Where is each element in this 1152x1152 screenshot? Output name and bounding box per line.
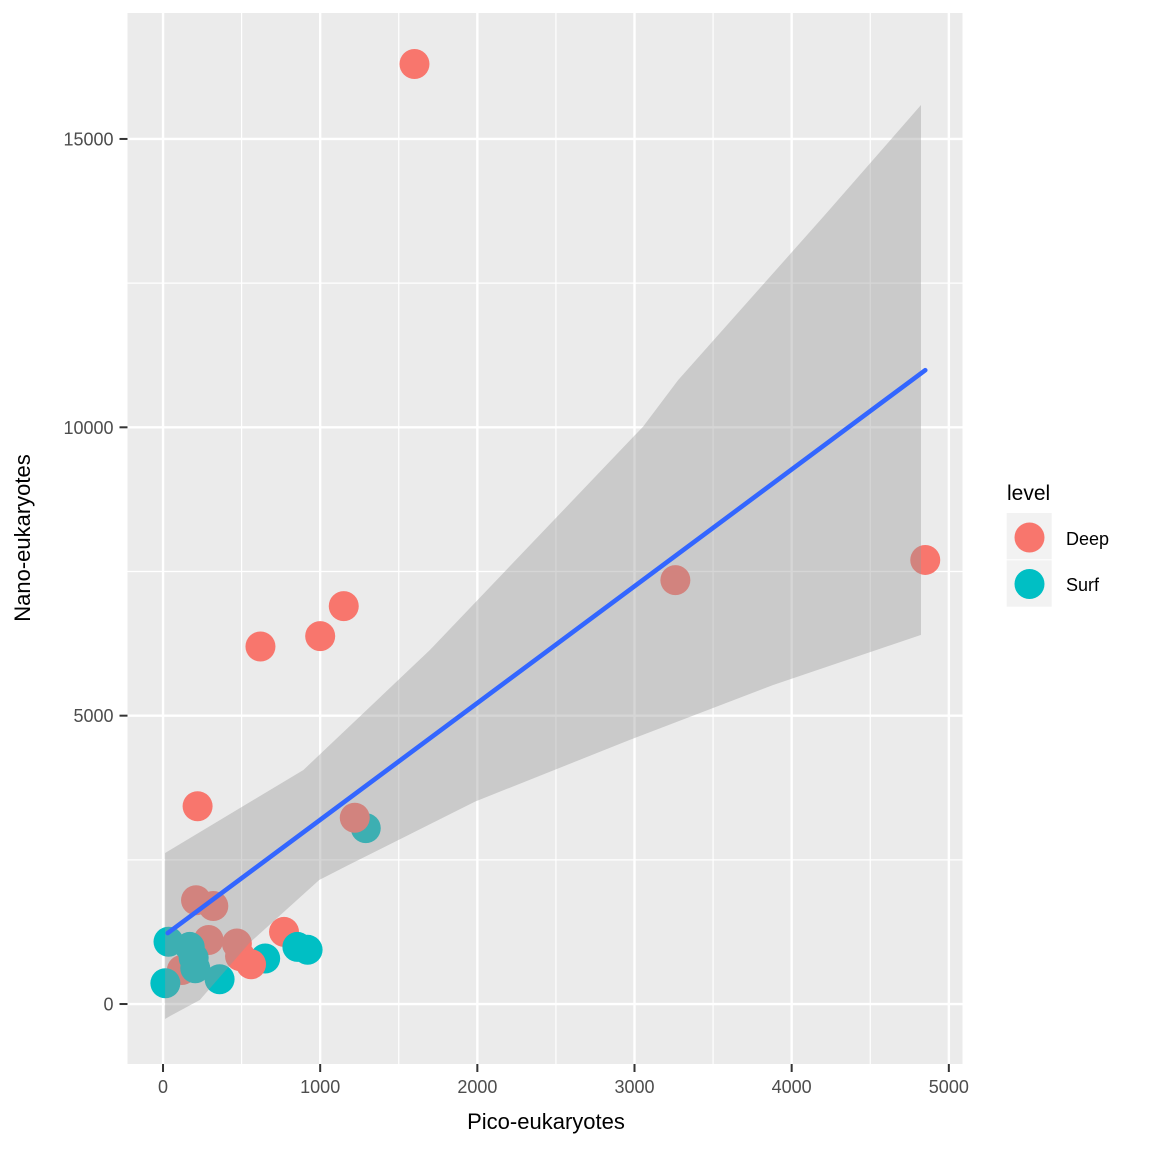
data-point-surf bbox=[204, 964, 235, 995]
data-point-deep bbox=[399, 48, 430, 79]
panel-background bbox=[127, 13, 963, 1064]
data-point-deep bbox=[305, 621, 336, 652]
x-tick-label: 1000 bbox=[300, 1077, 340, 1097]
regression-line bbox=[165, 367, 928, 936]
data-point-deep bbox=[660, 565, 691, 596]
data-point-deep bbox=[339, 802, 370, 833]
major-gridlines bbox=[127, 13, 963, 1064]
legend: level Deep Surf bbox=[1006, 482, 1109, 607]
y-tick-label: 15000 bbox=[63, 129, 113, 149]
y-axis: 0 5000 10000 15000 bbox=[63, 129, 128, 1015]
plot-panel bbox=[127, 13, 963, 1064]
x-axis: 0 1000 2000 3000 4000 5000 bbox=[158, 1064, 969, 1097]
data-point-surf bbox=[292, 934, 323, 965]
confidence-band bbox=[165, 105, 922, 1019]
data-point-deep bbox=[236, 949, 267, 980]
legend-label-deep: Deep bbox=[1066, 529, 1109, 549]
y-tick-label: 0 bbox=[103, 995, 113, 1015]
legend-key-deep-icon bbox=[1014, 522, 1045, 553]
x-axis-title: Pico-eukaryotes bbox=[467, 1109, 625, 1134]
x-tick-label: 2000 bbox=[457, 1077, 497, 1097]
data-point-deep bbox=[910, 544, 941, 575]
data-point-deep bbox=[182, 791, 213, 822]
data-point-deep bbox=[328, 591, 359, 622]
data-point-surf bbox=[150, 968, 181, 999]
y-tick-label: 5000 bbox=[73, 706, 113, 726]
data-point-deep bbox=[245, 631, 276, 662]
regression-line-segment bbox=[165, 367, 928, 936]
legend-title: level bbox=[1007, 482, 1050, 505]
y-axis-title: Nano-eukaryotes bbox=[10, 454, 35, 622]
confidence-band-polygon bbox=[165, 105, 922, 1019]
data-point-surf bbox=[180, 953, 211, 984]
y-tick-label: 10000 bbox=[63, 418, 113, 438]
x-tick-label: 3000 bbox=[614, 1077, 654, 1097]
x-tick-label: 0 bbox=[158, 1077, 168, 1097]
legend-key-surf-icon bbox=[1014, 569, 1045, 599]
legend-label-surf: Surf bbox=[1066, 575, 1100, 595]
data-points bbox=[150, 48, 941, 999]
x-tick-label: 5000 bbox=[929, 1077, 969, 1097]
x-tick-label: 4000 bbox=[772, 1077, 812, 1097]
data-point-deep bbox=[198, 890, 229, 921]
minor-gridlines bbox=[127, 13, 963, 1064]
